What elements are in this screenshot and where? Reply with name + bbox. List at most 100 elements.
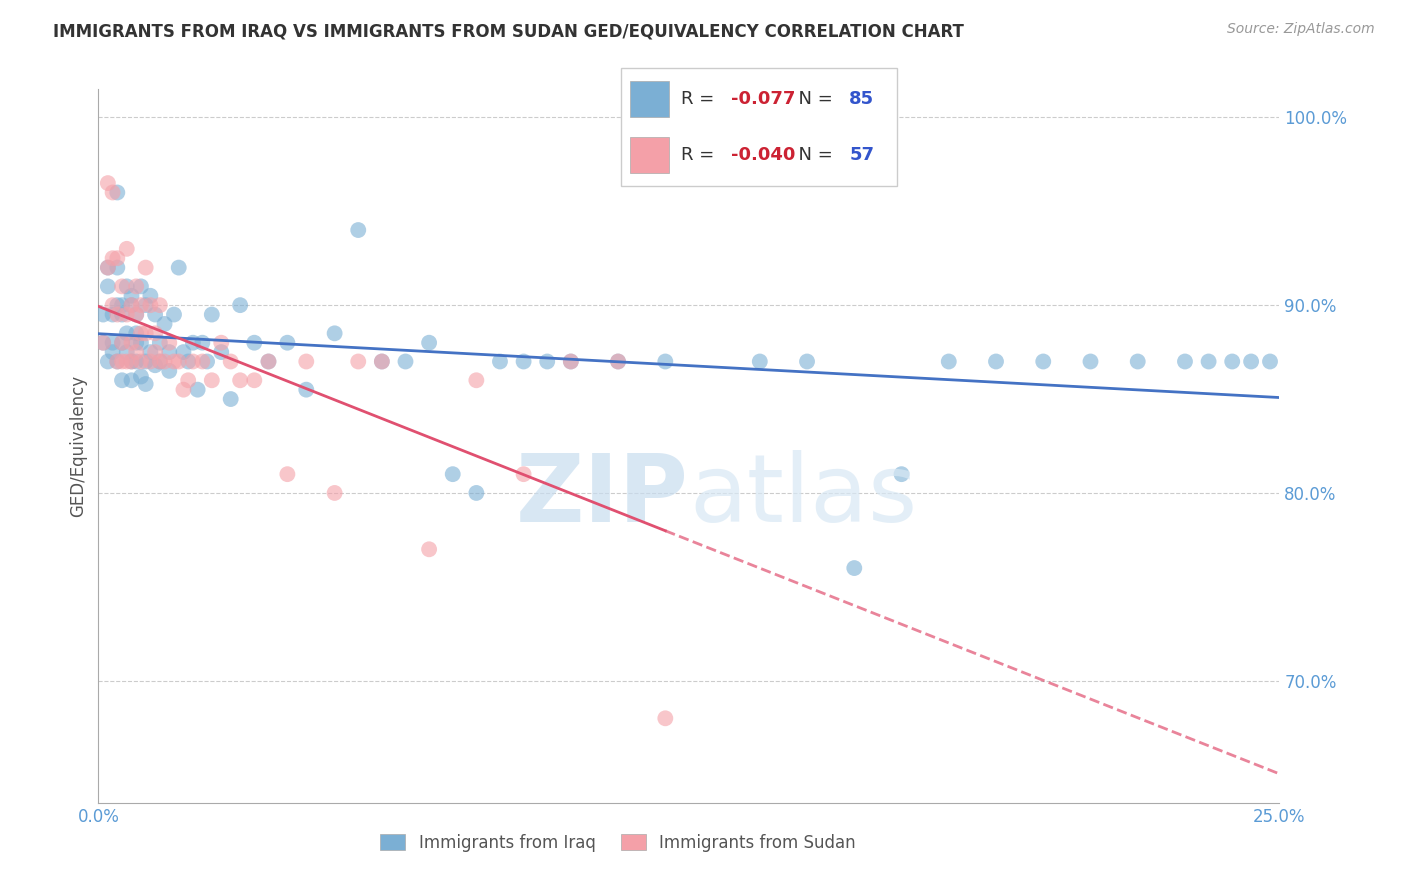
Point xyxy=(181,354,204,368)
Point xyxy=(257,354,280,368)
Text: N =: N = xyxy=(787,145,839,164)
Point xyxy=(91,335,114,350)
Point xyxy=(153,317,176,331)
Text: 57: 57 xyxy=(849,145,875,164)
Point xyxy=(560,354,582,368)
Point xyxy=(1258,354,1281,368)
Point xyxy=(121,354,143,368)
Text: -0.040: -0.040 xyxy=(731,145,796,164)
Point xyxy=(115,354,138,368)
Point xyxy=(105,354,128,368)
Point xyxy=(177,354,200,368)
Point xyxy=(167,354,190,368)
Point xyxy=(115,279,138,293)
Point xyxy=(105,354,128,368)
Point xyxy=(105,308,128,322)
Point xyxy=(654,711,676,725)
Legend: Immigrants from Iraq, Immigrants from Sudan: Immigrants from Iraq, Immigrants from Su… xyxy=(374,828,862,859)
Point xyxy=(371,354,394,368)
Point xyxy=(157,335,180,350)
Point xyxy=(143,308,166,322)
Text: R =: R = xyxy=(681,145,720,164)
Point xyxy=(129,326,152,341)
Point xyxy=(394,354,416,368)
Point xyxy=(607,354,630,368)
Point xyxy=(135,377,157,392)
Point xyxy=(129,298,152,312)
Point xyxy=(1240,354,1263,368)
Point xyxy=(201,373,224,387)
Point xyxy=(149,354,172,368)
Point xyxy=(187,383,209,397)
Point xyxy=(97,354,120,368)
Point xyxy=(101,345,124,359)
Point xyxy=(844,561,866,575)
FancyBboxPatch shape xyxy=(630,81,669,118)
Point xyxy=(135,354,157,368)
Point xyxy=(125,345,148,359)
Point xyxy=(1080,354,1102,368)
Point xyxy=(157,364,180,378)
Point xyxy=(91,308,114,322)
Point xyxy=(243,335,266,350)
Point xyxy=(276,335,298,350)
Text: ZIP: ZIP xyxy=(516,450,689,542)
Point xyxy=(512,467,534,482)
Point xyxy=(163,354,186,368)
Point xyxy=(97,260,120,275)
Point xyxy=(97,176,120,190)
Point xyxy=(111,373,134,387)
Point xyxy=(101,335,124,350)
Point xyxy=(219,354,242,368)
Point xyxy=(143,326,166,341)
Point xyxy=(748,354,770,368)
Text: atlas: atlas xyxy=(689,450,917,542)
Point xyxy=(172,383,194,397)
Point xyxy=(135,326,157,341)
Point xyxy=(149,354,172,368)
Point xyxy=(654,354,676,368)
Point xyxy=(371,354,394,368)
Point xyxy=(111,298,134,312)
Point xyxy=(139,289,162,303)
Point xyxy=(153,354,176,368)
Point xyxy=(139,298,162,312)
Point xyxy=(125,354,148,368)
Point xyxy=(201,308,224,322)
Point xyxy=(418,542,440,557)
Point xyxy=(121,335,143,350)
FancyBboxPatch shape xyxy=(621,68,897,186)
Point xyxy=(1174,354,1197,368)
Point xyxy=(347,223,370,237)
Point xyxy=(229,373,252,387)
Point xyxy=(536,354,558,368)
Point xyxy=(177,373,200,387)
Text: N =: N = xyxy=(787,90,839,109)
Point xyxy=(938,354,960,368)
Point xyxy=(181,335,204,350)
Text: 85: 85 xyxy=(849,90,875,109)
Point xyxy=(149,335,172,350)
Point xyxy=(91,335,114,350)
Text: R =: R = xyxy=(681,90,720,109)
Point xyxy=(125,308,148,322)
Point xyxy=(121,298,143,312)
Point xyxy=(172,345,194,359)
Text: Source: ZipAtlas.com: Source: ZipAtlas.com xyxy=(1227,22,1375,37)
Point xyxy=(1032,354,1054,368)
Point xyxy=(512,354,534,368)
Point xyxy=(323,326,346,341)
Point xyxy=(191,335,214,350)
Point xyxy=(101,186,124,200)
Point xyxy=(115,345,138,359)
Point xyxy=(243,373,266,387)
Point xyxy=(115,326,138,341)
Point xyxy=(125,326,148,341)
Point xyxy=(890,467,912,482)
Point xyxy=(984,354,1007,368)
Point xyxy=(125,279,148,293)
Point xyxy=(139,354,162,368)
Point xyxy=(347,354,370,368)
Point xyxy=(229,298,252,312)
Point xyxy=(139,345,162,359)
